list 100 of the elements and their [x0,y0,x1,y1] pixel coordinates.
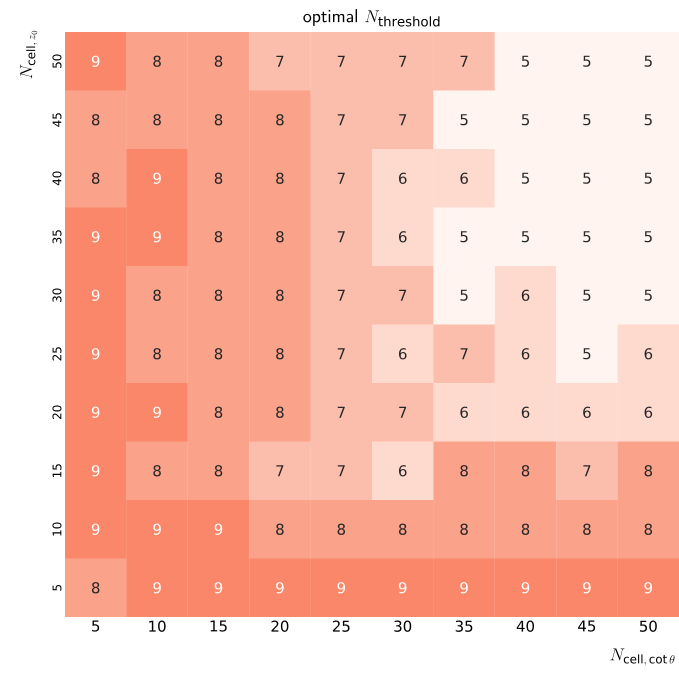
data-label: 8 [153,114,161,126]
data-label: 8 [276,406,284,418]
data-label: 9 [92,348,100,360]
data-label: 5 [522,56,529,67]
data-label: 9 [522,582,530,594]
data-label: 8 [153,348,161,360]
data-label: 6 [522,290,530,301]
data-label: 8 [214,231,222,242]
data-label: 9 [583,582,591,594]
x-tick-label: 20 [271,620,288,632]
data-label: 7 [338,56,345,67]
data-label: 8 [214,172,222,184]
x-tick-label: 5 [92,620,100,632]
data-label: 7 [338,348,345,360]
data-label: 9 [153,231,161,242]
data-label: 9 [214,582,222,594]
data-label: 7 [399,56,406,67]
data-label: 7 [399,290,406,301]
data-label: 9 [644,582,652,594]
y-tick-label: 15 [52,464,62,478]
data-label: 9 [214,524,222,535]
x-axis-title: $N_{\mathrm{cell},\,\cot\theta}$ [610,648,675,666]
data-label: 5 [460,231,468,242]
data-label: 6 [398,172,407,184]
data-label: 7 [338,231,345,242]
data-label: 8 [276,290,284,301]
y-tick-label: 35 [52,230,62,244]
data-label: 5 [583,172,590,184]
data-label: 9 [153,406,161,418]
data-label: 7 [338,114,345,126]
data-label: 6 [398,348,407,360]
data-label: 9 [153,524,161,535]
data-label: 6 [583,406,591,418]
x-tick-label: 15 [210,620,227,632]
x-tick-label: 35 [456,620,472,632]
data-label: 9 [92,406,100,418]
data-label: 5 [583,56,590,67]
data-label: 8 [276,348,284,360]
data-label: 8 [276,231,284,242]
y-tick-label: 20 [52,405,62,419]
data-label: 5 [583,290,590,301]
data-label: 5 [583,231,590,242]
data-label: 5 [522,172,529,184]
data-label: 6 [460,172,468,184]
data-label: 6 [522,406,530,418]
data-label: 9 [92,290,100,301]
data-label: 5 [583,348,590,360]
y-tick-label: 5 [52,584,62,591]
data-label: 9 [398,582,406,594]
x-tick-label: 45 [578,620,596,632]
x-tick-label: 40 [516,620,534,632]
data-label: 7 [460,348,468,360]
data-label: 8 [583,524,591,535]
y-tick-label: 25 [52,347,62,360]
data-label: 8 [214,465,222,476]
data-label: 8 [92,114,100,126]
data-label: 8 [522,524,530,535]
data-label: 9 [92,231,100,242]
y-tick-label: 45 [52,113,62,127]
y-tick-label: 50 [52,54,62,68]
y-tick-label: 30 [52,288,62,302]
data-label: 7 [460,56,468,67]
data-label: 8 [276,114,284,126]
data-label: 8 [644,465,652,476]
data-label: 7 [276,465,284,476]
data-label: 9 [460,582,468,594]
data-label: 7 [583,465,590,476]
data-label: 8 [460,465,468,476]
x-tick-label: 10 [149,620,166,632]
data-label: 7 [399,114,406,126]
data-label: 5 [644,231,652,242]
data-label: 9 [276,582,284,594]
data-label: 8 [522,465,530,476]
data-label: 8 [276,524,284,535]
data-label: 5 [644,172,652,184]
data-label: 8 [214,114,222,126]
data-label: 9 [153,582,161,594]
data-label: 8 [92,172,100,184]
data-label: 8 [460,524,468,535]
data-label: 8 [214,406,222,418]
data-label: 7 [399,406,406,418]
x-tick-label: 50 [640,620,657,632]
data-label: 8 [398,524,406,535]
data-label: 8 [214,56,222,67]
data-label: 5 [583,114,590,126]
data-label: 5 [460,290,468,301]
data-label: 8 [338,524,346,535]
data-label: 7 [338,172,345,184]
data-label: 8 [92,582,100,594]
data-label: 6 [398,465,407,476]
x-tick-label: 25 [332,620,350,632]
data-label: 9 [153,172,161,184]
data-label: 7 [276,56,284,67]
data-label: 7 [338,290,345,301]
data-label: 9 [92,56,100,67]
data-label: 6 [644,348,652,360]
data-label: 9 [337,582,346,594]
data-label: 8 [153,56,161,67]
y-tick-label: 10 [52,522,62,536]
data-label: 7 [338,406,345,418]
